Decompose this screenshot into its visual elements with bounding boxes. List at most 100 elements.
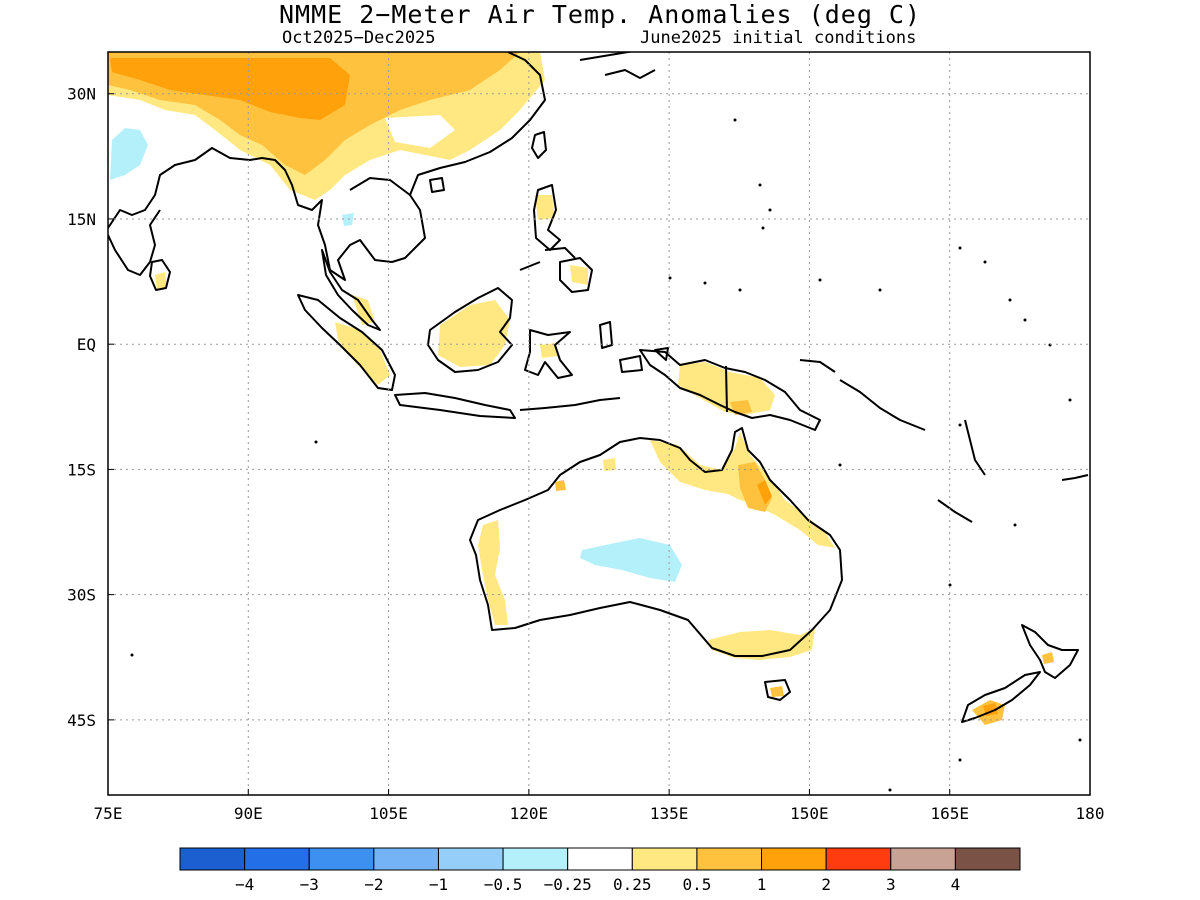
png-border xyxy=(725,365,728,413)
sri-lanka-coastline xyxy=(149,259,171,291)
borneo-warm-region xyxy=(438,300,510,367)
small-islands xyxy=(130,118,1082,792)
lat-tick-label: 45S xyxy=(67,711,96,730)
lon-tick-label: 135E xyxy=(650,804,689,823)
island-dot xyxy=(1023,318,1027,322)
colorbar-swatch xyxy=(825,847,892,871)
pilbara-warm-spot xyxy=(555,480,566,491)
mindanao-warm-region xyxy=(570,265,588,285)
west-australia-warm-region xyxy=(478,520,508,625)
colorbar-swatch xyxy=(631,847,698,871)
fiji-coastline xyxy=(1061,474,1089,481)
sulawesi-coastline xyxy=(524,329,573,379)
colorbar-swatch xyxy=(373,847,439,871)
island-dot xyxy=(733,118,737,122)
island-dot xyxy=(1013,523,1017,527)
island-dot xyxy=(878,288,882,292)
taiwan-coastline xyxy=(531,131,547,159)
tasmania-warm-region xyxy=(770,686,784,697)
island-dot xyxy=(958,423,962,427)
colorbar-label: −4 xyxy=(235,875,254,894)
bismarck-coastline xyxy=(799,359,926,431)
colorbar-swatch xyxy=(696,847,763,871)
central-australia-cool-region xyxy=(580,538,682,582)
island-dot xyxy=(948,583,952,587)
lat-tick-label: EQ xyxy=(77,335,96,354)
island-dot xyxy=(838,463,842,467)
anomaly-shading xyxy=(108,52,1054,725)
island-dot xyxy=(1068,398,1072,402)
initial-conditions: June2025 initial conditions xyxy=(640,28,917,48)
colorbar-swatch xyxy=(308,847,375,871)
hainan-coastline xyxy=(429,177,445,193)
lon-tick-label: 165E xyxy=(930,804,969,823)
new-caledonia-coastline xyxy=(937,499,973,523)
island-dot xyxy=(761,226,765,230)
lon-tick-label: 105E xyxy=(369,804,408,823)
india-coastline xyxy=(108,209,161,276)
island-dot xyxy=(314,440,318,444)
lat-tick-label: 15N xyxy=(67,210,96,229)
queensland-warm-strong-region xyxy=(757,480,772,505)
lat-tick-label: 30N xyxy=(67,85,96,104)
tasmania-coastline xyxy=(764,679,791,701)
colorbar-label: 0.5 xyxy=(682,875,711,894)
island-dot xyxy=(1008,298,1012,302)
sri-lanka-warm-spot xyxy=(155,272,167,290)
lon-tick-label: 75E xyxy=(94,804,123,823)
island-dot xyxy=(1078,738,1082,742)
colorbar: −4 −3 −2 −1 −0.5 −0.25 0.25 0.5 1 2 3 4 xyxy=(179,847,1021,894)
colorbar-label: −2 xyxy=(364,875,383,894)
axis-labels: 75E 90E 105E 120E 135E 150E 165E 180 30N 15N EQ 15S… xyxy=(67,85,1104,823)
india-cool-region xyxy=(110,128,148,180)
colorbar-swatch xyxy=(567,847,633,871)
colorbar-label: 3 xyxy=(886,875,896,894)
island-dot xyxy=(130,653,134,657)
mindanao-coastline xyxy=(559,257,593,293)
java-coastline xyxy=(394,392,516,419)
sumatra-coastline xyxy=(297,294,396,391)
lon-tick-label: 120E xyxy=(510,804,549,823)
island-dot xyxy=(818,278,822,282)
colorbar-label: −3 xyxy=(300,875,319,894)
sumatra-warm-region xyxy=(335,322,390,385)
lat-tick-label: 15S xyxy=(67,460,96,479)
nz-south-island-coastline xyxy=(961,671,1041,723)
lon-tick-label: 180 xyxy=(1076,804,1105,823)
colorbar-swatch xyxy=(437,847,504,871)
colorbar-swatch xyxy=(502,847,569,871)
island-dot xyxy=(888,788,892,792)
island-dot xyxy=(958,758,962,762)
lat-tick-label: 30S xyxy=(67,586,96,605)
colorbar-label: 2 xyxy=(821,875,831,894)
colorbar-swatch xyxy=(761,847,827,871)
visayas-coastline xyxy=(519,247,576,271)
gridlines xyxy=(107,52,1091,795)
lon-tick-label: 150E xyxy=(790,804,829,823)
colorbar-label: 1 xyxy=(757,875,767,894)
coastlines xyxy=(108,52,1089,723)
vanuatu-coastline xyxy=(964,419,986,476)
lon-tick-label: 90E xyxy=(234,804,263,823)
island-dot xyxy=(703,281,707,285)
new-zealand-north-warm-region xyxy=(1042,652,1054,664)
moluccas-coastline xyxy=(599,321,669,373)
colorbar-label: 4 xyxy=(951,875,961,894)
colorbar-label: −1 xyxy=(429,875,448,894)
kimberley-warm-spot xyxy=(603,458,616,471)
map-title: NMME 2−Meter Air Temp. Anomalies (deg C) xyxy=(278,0,922,29)
australia-coastline xyxy=(469,427,843,657)
plateau-clear-patch xyxy=(385,115,455,148)
island-dot xyxy=(983,260,987,264)
nz-north-island-coastline xyxy=(1021,624,1079,679)
island-dot xyxy=(758,183,762,187)
south-australia-warm-region xyxy=(708,628,815,660)
lesser-sunda-coastline xyxy=(519,397,621,411)
island-dot xyxy=(958,246,962,250)
borneo-coastline xyxy=(427,287,513,373)
island-dot xyxy=(738,288,742,292)
colorbar-label: 0.25 xyxy=(613,875,652,894)
colorbar-swatch xyxy=(179,847,246,871)
colorbar-swatch xyxy=(890,847,956,871)
colorbar-label: −0.25 xyxy=(544,875,592,894)
